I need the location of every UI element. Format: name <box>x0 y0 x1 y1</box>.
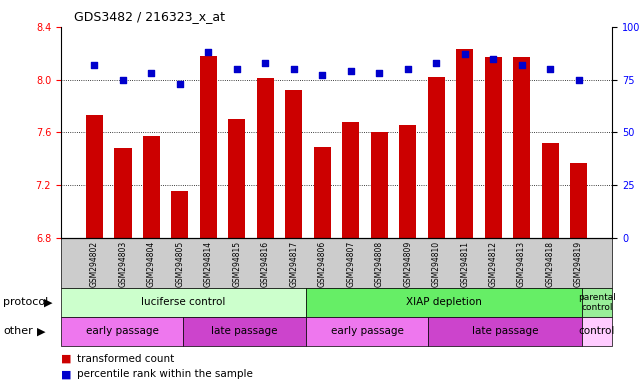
Text: GSM294802: GSM294802 <box>90 240 99 287</box>
Text: GSM294809: GSM294809 <box>403 240 412 287</box>
Text: early passage: early passage <box>86 326 158 336</box>
Bar <box>313 147 331 238</box>
Point <box>317 73 328 79</box>
Bar <box>428 77 445 238</box>
Bar <box>257 78 274 238</box>
Bar <box>513 57 530 238</box>
Text: GSM294808: GSM294808 <box>375 240 384 287</box>
Point <box>345 68 356 74</box>
Point <box>89 62 99 68</box>
Bar <box>428 317 581 346</box>
Text: GSM294804: GSM294804 <box>147 240 156 287</box>
Text: GSM294805: GSM294805 <box>176 240 185 287</box>
Bar <box>581 317 612 346</box>
Text: control: control <box>579 326 615 336</box>
Text: late passage: late passage <box>212 326 278 336</box>
Bar <box>285 90 303 238</box>
Bar <box>143 136 160 238</box>
Point <box>203 49 213 55</box>
Text: GSM294806: GSM294806 <box>318 240 327 287</box>
Bar <box>86 115 103 238</box>
Bar <box>228 119 246 238</box>
Point <box>403 66 413 72</box>
Text: ▶: ▶ <box>37 326 46 336</box>
Bar <box>370 132 388 238</box>
Bar <box>61 317 183 346</box>
Bar <box>399 124 416 238</box>
Text: luciferse control: luciferse control <box>141 297 226 308</box>
Bar <box>183 317 306 346</box>
Point <box>175 81 185 87</box>
Text: GSM294818: GSM294818 <box>545 240 554 286</box>
Text: protocol: protocol <box>3 297 49 308</box>
Point <box>374 70 385 76</box>
Text: GSM294817: GSM294817 <box>289 240 298 287</box>
Text: ■: ■ <box>61 354 71 364</box>
Bar <box>200 56 217 238</box>
Bar <box>581 288 612 317</box>
Text: percentile rank within the sample: percentile rank within the sample <box>77 369 253 379</box>
Text: GSM294813: GSM294813 <box>517 240 526 287</box>
Point <box>460 51 470 58</box>
Point <box>517 62 527 68</box>
Bar <box>171 190 188 238</box>
Bar <box>306 317 428 346</box>
Text: GSM294812: GSM294812 <box>488 240 497 286</box>
Text: XIAP depletion: XIAP depletion <box>406 297 481 308</box>
Text: GSM294810: GSM294810 <box>431 240 440 287</box>
Text: GSM294819: GSM294819 <box>574 240 583 287</box>
Point <box>232 66 242 72</box>
Text: early passage: early passage <box>331 326 404 336</box>
Point <box>118 76 128 83</box>
Text: GDS3482 / 216323_x_at: GDS3482 / 216323_x_at <box>74 10 225 23</box>
Bar <box>306 288 581 317</box>
Text: GSM294803: GSM294803 <box>119 240 128 287</box>
Text: GSM294811: GSM294811 <box>460 240 469 286</box>
Point <box>431 60 441 66</box>
Text: GSM294807: GSM294807 <box>346 240 355 287</box>
Bar <box>570 163 587 238</box>
Text: ■: ■ <box>61 369 71 379</box>
Text: GSM294815: GSM294815 <box>233 240 242 287</box>
Bar <box>61 288 306 317</box>
Text: other: other <box>3 326 33 336</box>
Bar <box>115 148 131 238</box>
Point <box>288 66 299 72</box>
Text: ▶: ▶ <box>44 297 52 308</box>
Point <box>260 60 271 66</box>
Bar <box>342 122 360 238</box>
Text: late passage: late passage <box>472 326 538 336</box>
Bar <box>456 49 473 238</box>
Text: parental
control: parental control <box>578 293 616 312</box>
Point <box>488 55 498 61</box>
Text: GSM294814: GSM294814 <box>204 240 213 287</box>
Point <box>574 76 584 83</box>
Text: GSM294816: GSM294816 <box>261 240 270 287</box>
Bar <box>542 143 558 238</box>
Text: transformed count: transformed count <box>77 354 174 364</box>
Bar <box>485 57 502 238</box>
Point <box>146 70 156 76</box>
Point <box>545 66 555 72</box>
